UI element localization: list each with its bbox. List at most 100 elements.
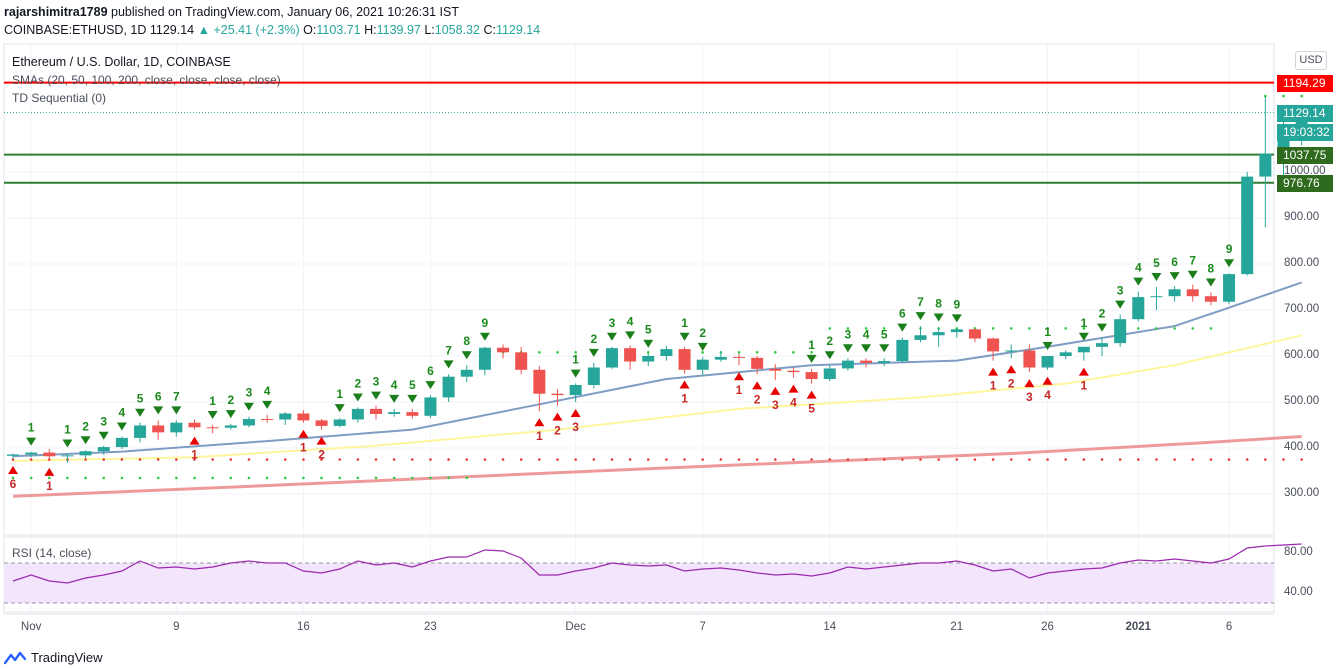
candle-body [460,369,473,377]
td-sell-arrow-icon [26,437,37,446]
footer-brand[interactable]: TradingView [31,650,103,665]
td-sell-count: 2 [826,334,833,348]
td-dot [447,458,450,461]
candle [678,346,691,374]
td-dot [29,476,33,480]
candle [1168,286,1181,302]
main-pane-border [3,43,1275,536]
td-sell-count: 5 [881,327,888,341]
candle-body [733,356,745,358]
candle-body [333,419,346,426]
date-tick-label: 26 [1041,621,1054,633]
td-sell-count: 1 [209,394,216,408]
td-dot [483,458,487,461]
td-dot [356,458,360,461]
td-buy-count: 3 [572,420,579,434]
rsi-tick-label: 80.00 [1284,546,1313,558]
td-sell-count: 5 [1153,256,1160,270]
rsi-line [12,543,1302,584]
candle [351,407,364,423]
footer: TradingView [4,650,103,665]
td-sell-arrow-icon [951,314,962,323]
candle [242,416,255,428]
currency-button[interactable]: USD [1295,51,1327,70]
td-dot [138,458,142,461]
td-dot [755,351,759,354]
td-dot [138,476,142,480]
candle [224,424,237,430]
candle [533,366,546,412]
candle-body [696,359,709,370]
td-sell-count: 1 [681,316,688,330]
td-buy-arrow-icon [298,429,309,438]
chart-title: Ethereum / U.S. Dollar, 1D, COINBASE [12,55,231,69]
td-dot [1282,458,1285,461]
td-buy-count: 5 [808,402,815,416]
candle-body [1041,356,1054,368]
td-buy-arrow-icon [734,372,744,381]
td-sell-arrow-icon [334,404,345,413]
candle-body [406,412,419,416]
candle [188,419,201,430]
date-tick-label: 23 [424,621,437,633]
td-sell-arrow-icon [606,332,617,341]
close-label: C: [483,23,496,37]
sma-lines [12,281,1302,498]
td-dot [991,327,995,330]
td-sell-arrow-icon [116,422,127,431]
candle-body [1096,343,1108,347]
price-tick-label: 400.00 [1284,441,1320,453]
candle [370,405,382,420]
td-dot [991,458,995,461]
td-sell-arrow-icon [479,332,490,341]
td-buy-count: 2 [318,448,325,462]
td-legend[interactable]: TD Sequential (0) [12,91,107,105]
candle-body [97,447,110,452]
td-dot [973,458,977,461]
td-sell-count: 9 [1226,242,1233,256]
candle [1041,356,1054,370]
td-dot [11,458,15,461]
td-sell-count: 6 [899,307,906,321]
td-dot [1209,327,1213,330]
td-dot [429,476,432,480]
td-sell-arrow-icon [679,332,690,341]
candle-body [841,360,854,369]
td-dot [864,327,868,330]
td-sell-arrow-icon [207,411,218,419]
price-tick-label: 500.00 [1284,395,1320,407]
td-sell-arrow-icon [1078,332,1089,341]
candle-body [170,422,183,433]
low-value: 1058.32 [434,23,480,37]
td-sell-arrow-icon [1115,300,1126,309]
publisher-name[interactable]: rajarshimitra1789 [4,5,108,19]
price-tick-label: 900.00 [1284,211,1320,223]
td-dot [320,458,323,461]
td-buy-arrow-icon [1024,379,1035,388]
date-tick-label: 21 [950,621,964,633]
candle-body [1005,350,1018,352]
candle [170,420,183,437]
td-sell-arrow-icon [824,351,835,360]
td-dot [610,458,614,461]
td-dot [374,458,378,461]
candle [751,356,764,375]
candle [1204,292,1217,306]
candle [823,365,836,382]
candle [515,346,528,375]
td-sell-count: 2 [227,393,234,407]
candle [587,362,600,389]
td-sell-arrow-icon [62,439,73,448]
td-sell-count: 3 [609,316,616,330]
td-sell-count: 9 [482,316,489,330]
sma-legend[interactable]: SMAs (20, 50, 100, 200, close, close, cl… [12,73,281,87]
td-sell-count: 3 [1117,284,1124,298]
rsi-legend[interactable]: RSI (14, close) [12,546,92,560]
candle [950,328,963,338]
td-dot [411,476,414,480]
countdown-label: 19:03:32 [1277,124,1333,141]
td-buy-count: 1 [300,441,307,455]
td-sell-count: 8 [1208,262,1215,276]
td-dot [792,351,795,354]
